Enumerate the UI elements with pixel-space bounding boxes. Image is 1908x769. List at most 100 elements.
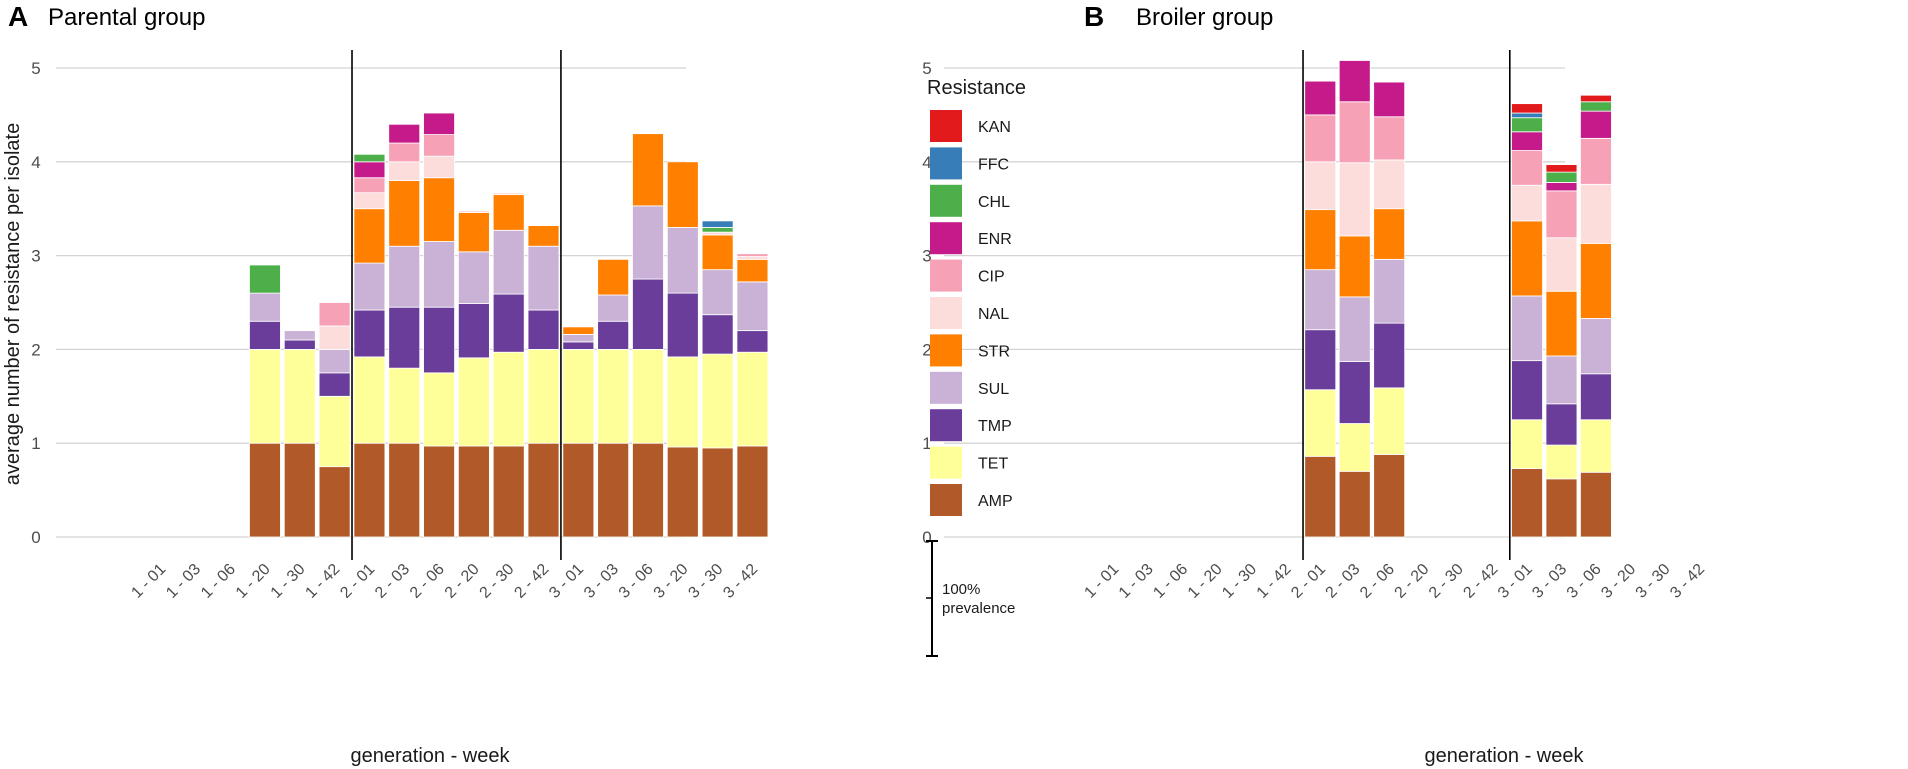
x-tick-label: 3 - 01 [546,561,587,602]
bar-segment-tet [632,348,664,444]
legend-label-sul: SUL [978,381,1009,398]
bar-segment-tet [1545,444,1578,480]
bar-segment-enr [1580,110,1612,139]
legend-label-cip: CIP [978,269,1005,286]
bar-segment-nal [492,192,525,196]
x-tick-label: 2 - 03 [372,561,413,602]
bar-segment-enr [388,123,421,144]
bar-segment-enr [1511,131,1543,151]
bar-segment-str [1511,220,1543,297]
bar-segment-amp [1373,454,1406,538]
bar-segment-nal [736,256,769,260]
bar-segment-cip [736,253,769,257]
panel-a-plot: 0 1 2 3 4 5 1 - 011 - 031 - 061 - 201 - 301 - … [31,50,769,602]
bar-segment-tmp [632,278,664,350]
bar-segment-amp [457,445,490,538]
y-tick-label: 1 [31,434,40,453]
bar-segment-ffc [701,220,734,228]
x-tick-label: 2 - 01 [337,561,378,602]
scale-label-word: prevalence [942,600,1015,617]
bar-segment-str [1338,235,1371,298]
x-tick-label: 1 - 42 [302,561,343,602]
x-tick-label: 1 - 30 [268,561,309,602]
bar-segment-tmp [283,339,316,350]
bar-segment-tmp [1511,360,1543,421]
bar-segment-amp [597,442,630,538]
x-tick-label: 3 - 20 [651,561,692,602]
bar-segment-sul [353,262,386,311]
bar-segment-str [597,258,630,296]
bar-segment-str [666,161,699,228]
bar-segment-sul [283,330,316,341]
bar-segment-amp [249,442,281,538]
bar-segment-nal [1511,184,1543,222]
legend-label-str: STR [978,343,1010,360]
bar-segment-cip [388,142,421,163]
x-tick-label: 1 - 42 [1254,561,1295,602]
bar-segment-sul [388,245,421,308]
panel-b-title: Broiler group [1136,4,1273,31]
bar-segment-cip [1545,190,1578,239]
bar-segment-chl [353,153,386,163]
bar-segment-enr [1545,182,1578,192]
legend-swatch-amp [930,484,962,516]
bar-segment-nal [1580,183,1612,244]
y-tick-label: 0 [922,528,931,547]
legend-swatch-ffc [930,147,962,180]
x-tick-label: 1 - 03 [163,561,204,602]
bar-segment-amp [318,466,351,538]
panel-b-plot: 0 1 2 3 4 5 1 - 011 - 031 - 061 - 201 - 301 - … [922,50,1708,602]
legend-label-kan: KAN [978,119,1011,136]
y-tick-label: 4 [922,153,931,172]
bar-segment-nal [388,161,421,181]
x-tick-label: 3 - 42 [1667,561,1708,602]
x-tick-label: 2 - 06 [1357,561,1398,602]
bar-segment-str [457,212,490,253]
bar-segment-nal [1304,161,1337,211]
bar-segment-chl [1580,101,1612,112]
x-tick-label: 2 - 30 [477,561,518,602]
bar-segment-tmp [1580,373,1612,421]
bar-segment-amp [1338,470,1371,538]
bar-segment-amp [527,442,560,538]
bar-segment-sul [1580,318,1612,375]
bar-segment-tmp [701,314,734,355]
bar-segment-chl [249,264,281,294]
x-tick-label: 3 - 42 [720,561,761,602]
bar-segment-str [1545,290,1578,357]
bar-segment-tmp [318,372,351,397]
bar-segment-cip [423,134,455,157]
bar-segment-sul [1338,296,1371,362]
bar-segment-cip [1511,150,1543,186]
y-tick-label: 5 [31,59,40,78]
bar-segment-nal [457,210,490,213]
legend-label-amp: AMP [978,493,1013,510]
bar-segment-sul [1304,269,1337,331]
x-tick-label: 1 - 20 [233,561,274,602]
bar-segment-sul [318,348,351,374]
bar-segment-amp [736,445,769,538]
bar-segment-tmp [527,309,560,350]
bar-segment-str [527,225,560,247]
bar-segment-sul [249,292,281,322]
bar-segment-enr [1304,80,1337,116]
bar-segment-tet [1580,419,1612,473]
x-tick-label: 2 - 20 [442,561,483,602]
bar-segment-sul [527,245,560,311]
y-tick-label: 0 [31,528,40,547]
bar-segment-tmp [666,292,699,358]
bar-segment-enr [1338,60,1371,103]
bar-segment-amp [1545,478,1578,538]
bar-segment-str [736,258,769,283]
bar-segment-tet [1373,387,1406,455]
bar-segment-cip [1304,114,1337,163]
x-tick-label: 2 - 03 [1323,561,1364,602]
bar-segment-tet [457,357,490,447]
x-tick-label: 1 - 01 [128,561,169,602]
x-tick-label: 2 - 42 [511,561,552,602]
bar-segment-tet [492,351,525,447]
x-tick-label: 1 - 01 [1081,561,1122,602]
bar-segment-cip [1338,101,1371,164]
bar-segment-str [1580,243,1612,319]
